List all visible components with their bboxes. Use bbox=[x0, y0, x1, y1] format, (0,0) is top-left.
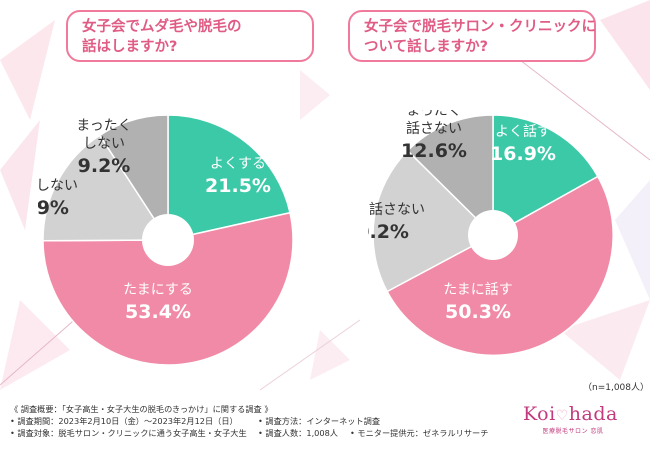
pie-1-slice-4 bbox=[98, 114, 169, 243]
koihada-logo: Koi♡hada 医療脱毛サロン 恋肌 bbox=[523, 403, 623, 439]
pie-2-label-3-name-1: あまり話さない bbox=[368, 201, 425, 218]
pie-2-slice-3 bbox=[372, 149, 495, 293]
heart-icon: ♡ bbox=[555, 408, 569, 424]
pie-1-label-1-value: 21.5% bbox=[205, 175, 271, 197]
pie-1-slice-1 bbox=[167, 114, 291, 241]
survey-target: • 調査対象：脱毛サロン・クリニックに通う女子高生・女子大生 bbox=[10, 428, 247, 438]
question-1-box: 女子会でムダ毛や脱毛の 話はしますか? bbox=[66, 10, 314, 62]
pie-2-slice-1 bbox=[492, 114, 599, 237]
pie-1-label-3-name-1: あまりしない bbox=[38, 178, 78, 194]
pie-2-slice-2 bbox=[386, 175, 614, 357]
pie-2-label-4-name-1: まったく bbox=[406, 110, 461, 119]
pie-2-label-4-value: 12.6% bbox=[401, 140, 467, 162]
survey-period: • 調査期間：2023年2月10日（金）〜2023年2月12日（日） bbox=[10, 416, 238, 426]
survey-count: • 調査人数：1,008人 bbox=[258, 428, 338, 438]
pie-1-label-4-name-1: まったく bbox=[76, 118, 131, 134]
pie-1-label-2: たまにする 53.4% bbox=[123, 282, 193, 323]
pie-1-label-4-value: 9.2% bbox=[78, 155, 131, 177]
logo-left: Koi bbox=[523, 403, 556, 425]
pie-1-slice-3 bbox=[42, 134, 170, 242]
question-2-line-1: 女子会で脱毛サロン・クリニックに bbox=[364, 19, 596, 35]
pie-1-slice-2 bbox=[42, 211, 294, 366]
pie-2-label-2: たまに話す 50.3% bbox=[443, 281, 513, 323]
pie-2-label-3: あまり話さない 20.2% bbox=[368, 201, 425, 243]
pie-1-label-1: よくする 21.5% bbox=[205, 156, 271, 197]
survey-provider: • モニター提供元：ゼネラルリサーチ bbox=[350, 428, 489, 438]
logo-right: hada bbox=[568, 403, 618, 425]
logo-subtitle: 医療脱毛サロン 恋肌 bbox=[542, 428, 604, 435]
sample-size-note: （n=1,008人） bbox=[583, 383, 650, 393]
pie-1-label-2-value: 53.4% bbox=[125, 301, 191, 323]
pie-1-label-4-name-2: しない bbox=[83, 136, 125, 152]
pie-1-label-1-name-1: よくする bbox=[210, 156, 266, 172]
pie-2-label-2-value: 50.3% bbox=[445, 301, 511, 323]
pie-2-label-1-name-1: よく話す bbox=[495, 123, 551, 140]
pie-1-label-2-name-1: たまにする bbox=[123, 282, 193, 298]
pie-1-label-3-value: 15.9% bbox=[38, 197, 69, 219]
pie-2-label-1: よく話す 16.9% bbox=[490, 123, 556, 165]
pie-2-label-2-name-1: たまに話す bbox=[443, 281, 513, 298]
pie-2-center-hole bbox=[468, 210, 518, 260]
question-2-box: 女子会で脱毛サロン・クリニックに ついて話しますか? bbox=[348, 10, 596, 62]
question-1-line-1: 女子会でムダ毛や脱毛の bbox=[82, 19, 242, 35]
pie-2-label-4-name-2: 話さない bbox=[406, 120, 462, 137]
question-2-line-2: ついて話しますか? bbox=[364, 39, 488, 55]
pie-1-center-hole bbox=[142, 214, 194, 266]
pie-2-slice-4 bbox=[406, 114, 494, 237]
pie-2-label-1-value: 16.9% bbox=[490, 143, 556, 165]
pie-2-label-3-value: 20.2% bbox=[368, 221, 409, 243]
survey-overview: 《 調査概要：「女子高生・女子大生の脱毛のきっかけ」に関する調査 》 bbox=[10, 404, 273, 414]
question-1-line-2: 話はしますか? bbox=[82, 39, 178, 55]
survey-method: • 調査方法：インターネット調査 bbox=[258, 416, 381, 426]
pie-1-label-3: あまりしない 15.9% bbox=[38, 178, 78, 219]
